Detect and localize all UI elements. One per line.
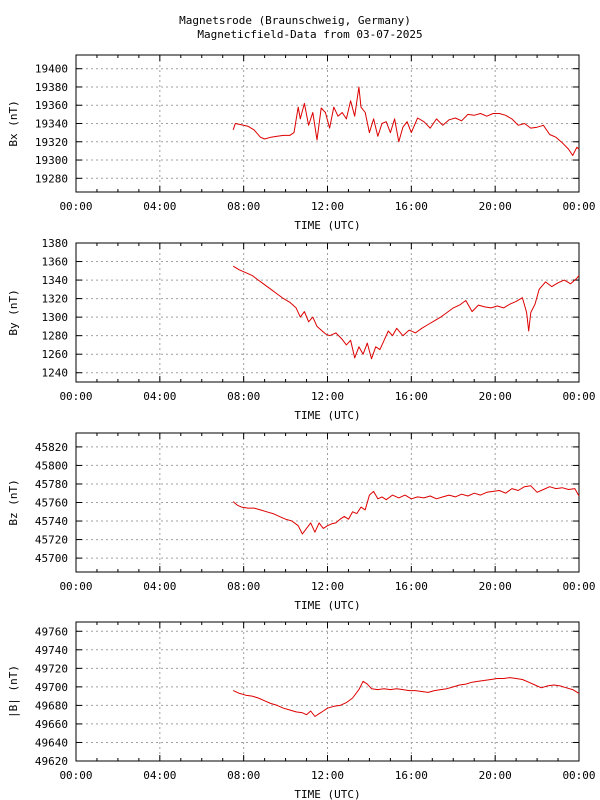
y-tick-label: 49680	[35, 699, 68, 712]
plot-frame	[75, 432, 580, 573]
x-tick-label: 04:00	[143, 390, 176, 403]
x-axis-label: TIME (UTC)	[294, 219, 360, 232]
x-tick-label: 00:00	[562, 390, 595, 403]
x-tick-label: 00:00	[562, 580, 595, 593]
y-tick-label: 1240	[42, 367, 69, 380]
y-tick-label: 19360	[35, 99, 68, 112]
x-tick-label: 04:00	[143, 769, 176, 782]
x-tick-label: 12:00	[311, 390, 344, 403]
y-tick-label: 45780	[35, 478, 68, 491]
y-tick-label: 1280	[42, 330, 69, 343]
y-tick-label: 49700	[35, 681, 68, 694]
y-tick-label: 45800	[35, 459, 68, 472]
y-tick-label: 19380	[35, 81, 68, 94]
x-tick-label: 04:00	[143, 200, 176, 213]
x-tick-label: 12:00	[311, 200, 344, 213]
x-tick-label: 04:00	[143, 580, 176, 593]
y-axis-label: Bx (nT)	[7, 100, 20, 146]
y-tick-label: 19340	[35, 118, 68, 131]
y-tick-label: 1340	[42, 274, 69, 287]
panel-1: 19280 19300 19320 19340 19360 19380 19400 00:00…	[7, 54, 596, 232]
y-tick-label: 49660	[35, 718, 68, 731]
y-tick-label: 19320	[35, 136, 68, 149]
x-tick-label: 00:00	[59, 769, 92, 782]
y-tick-label: 49620	[35, 755, 68, 768]
x-tick-label: 08:00	[227, 580, 260, 593]
x-tick-label: 16:00	[395, 769, 428, 782]
y-axis-label: Bz (nT)	[7, 479, 20, 525]
plot-frame	[75, 621, 580, 762]
y-tick-label: 19300	[35, 154, 68, 167]
y-tick-label: 49740	[35, 644, 68, 657]
panel-3: 45700 45720 45740 45760 45780 45800 45820 00:00…	[7, 432, 596, 612]
x-tick-label: 20:00	[479, 580, 512, 593]
x-tick-label: 08:00	[227, 200, 260, 213]
x-axis-label: TIME (UTC)	[294, 788, 360, 800]
y-tick-label: 1260	[42, 348, 69, 361]
x-tick-label: 00:00	[562, 200, 595, 213]
x-tick-label: 20:00	[479, 769, 512, 782]
x-tick-label: 08:00	[227, 769, 260, 782]
x-axis-label: TIME (UTC)	[294, 599, 360, 612]
y-tick-label: 45820	[35, 441, 68, 454]
y-tick-label: 49720	[35, 662, 68, 675]
x-tick-label: 00:00	[59, 580, 92, 593]
panel-2: 1240 1260 1280 1300 1320 1340 1360 1380 00:00 04:…	[7, 237, 596, 422]
y-tick-label: 49640	[35, 736, 68, 749]
y-axis-label: By (nT)	[7, 289, 20, 335]
x-tick-label: 20:00	[479, 200, 512, 213]
x-axis-label: TIME (UTC)	[294, 409, 360, 422]
series-line	[232, 677, 580, 717]
x-tick-label: 20:00	[479, 390, 512, 403]
y-tick-label: 1380	[42, 237, 69, 250]
plot-frame	[75, 242, 580, 383]
x-tick-label: 08:00	[227, 390, 260, 403]
series-line	[232, 86, 580, 156]
y-axis-label: |B| (nT)	[7, 665, 20, 718]
plot-frame	[75, 54, 580, 193]
panel-4: 49620 49640 49660 49680 49700 49720 49740 49760…	[7, 621, 596, 800]
series-line	[232, 485, 580, 535]
x-tick-label: 12:00	[311, 769, 344, 782]
y-tick-label: 1320	[42, 293, 69, 306]
x-tick-label: 12:00	[311, 580, 344, 593]
y-tick-label: 45760	[35, 497, 68, 510]
x-tick-label: 16:00	[395, 580, 428, 593]
x-tick-label: 00:00	[59, 390, 92, 403]
y-tick-label: 49760	[35, 625, 68, 638]
x-tick-label: 00:00	[562, 769, 595, 782]
y-tick-label: 1360	[42, 256, 69, 269]
y-tick-label: 1300	[42, 311, 69, 324]
y-tick-label: 19400	[35, 63, 68, 76]
y-tick-label: 45700	[35, 552, 68, 565]
y-tick-label: 19280	[35, 172, 68, 185]
chart-title: Magnetsrode (Braunschweig, Germany)	[179, 14, 411, 27]
x-tick-label: 16:00	[395, 390, 428, 403]
x-tick-label: 00:00	[59, 200, 92, 213]
panels: 19280 19300 19320 19340 19360 19380 19400 00:00…	[7, 54, 596, 800]
x-tick-label: 16:00	[395, 200, 428, 213]
y-tick-label: 45720	[35, 534, 68, 547]
chart-subtitle: Magneticfield-Data from 03-07-2025	[197, 28, 422, 41]
y-tick-label: 45740	[35, 515, 68, 528]
series-line	[232, 265, 580, 360]
